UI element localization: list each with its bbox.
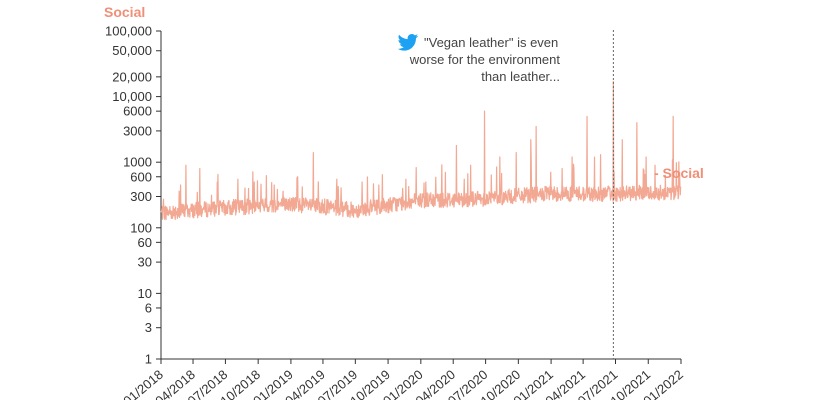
y-tick-label: 100,000 [105, 24, 152, 39]
y-tick-label: 600 [130, 169, 152, 184]
y-tick-label: 3 [145, 320, 152, 335]
x-axis: 01/201804/201807/201810/201801/201904/20… [120, 358, 686, 400]
y-tick-label: 20,000 [112, 69, 152, 84]
y-tick-label: 1 [145, 352, 152, 367]
y-tick-label: 50,000 [112, 43, 152, 58]
annotation-line-2: worse for the environment [409, 52, 561, 67]
tweet-annotation: "Vegan leather" is even worse for the en… [397, 30, 614, 359]
y-tick-label: 6 [145, 300, 152, 315]
annotation-line-1: "Vegan leather" is even [424, 35, 558, 50]
y-tick-label: 60 [138, 235, 152, 250]
y-tick-label: 100 [130, 220, 152, 235]
series-end-label: - Social [654, 165, 704, 181]
y-tick-label: 30 [138, 255, 152, 270]
plot-area [160, 80, 682, 221]
annotation-line-3: than leather... [481, 69, 560, 84]
y-axis-title: Social [104, 4, 145, 20]
y-tick-label: 10,000 [112, 89, 152, 104]
y-tick-label: 6000 [123, 104, 152, 119]
y-tick-label: 1000 [123, 155, 152, 170]
y-tick-label: 10 [138, 286, 152, 301]
series-line-social [160, 80, 682, 221]
y-tick-label: 3000 [123, 123, 152, 138]
twitter-bird-icon [397, 34, 419, 51]
y-tick-label: 300 [130, 189, 152, 204]
